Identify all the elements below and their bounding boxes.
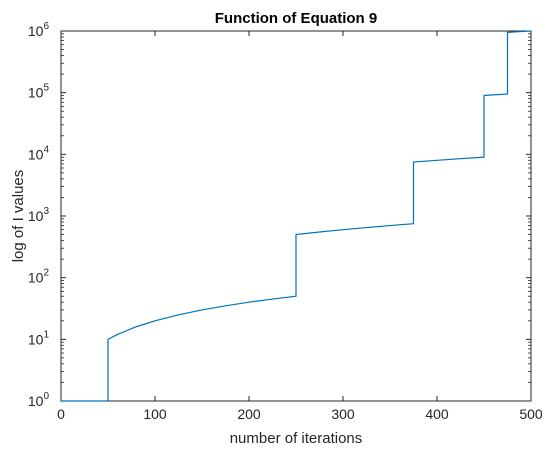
y-tick-exponent: 0 <box>43 391 49 402</box>
y-tick-exponent: 4 <box>43 144 49 155</box>
x-tick-label: 500 <box>519 406 543 422</box>
x-tick-label: 0 <box>57 406 65 422</box>
y-tick-label: 104 <box>28 144 50 162</box>
x-tick-label: 100 <box>143 406 167 422</box>
x-tick-label: 200 <box>237 406 261 422</box>
chart-title: Function of Equation 9 <box>215 10 377 27</box>
y-tick-exponent: 6 <box>43 21 49 32</box>
y-tick-exponent: 1 <box>43 329 49 340</box>
x-axis: 0 100 200 300 400 500 <box>57 31 543 422</box>
y-tick-label: 105 <box>28 83 50 101</box>
y-axis-label: log of I values <box>10 170 27 263</box>
series-line <box>61 30 532 402</box>
x-tick-label: 400 <box>425 406 449 422</box>
y-tick-label: 103 <box>28 206 50 224</box>
y-tick-label: 101 <box>28 329 50 347</box>
y-tick-exponent: 5 <box>43 83 49 94</box>
y-tick-exponent: 2 <box>43 268 49 279</box>
y-tick-label: 100 <box>28 391 50 409</box>
plot-area <box>60 30 532 402</box>
x-axis-label: number of iterations <box>230 430 363 447</box>
x-tick-label: 300 <box>331 406 355 422</box>
y-tick-label: 106 <box>28 21 50 39</box>
y-tick-label: 102 <box>28 268 50 286</box>
y-tick-exponent: 3 <box>43 206 49 217</box>
